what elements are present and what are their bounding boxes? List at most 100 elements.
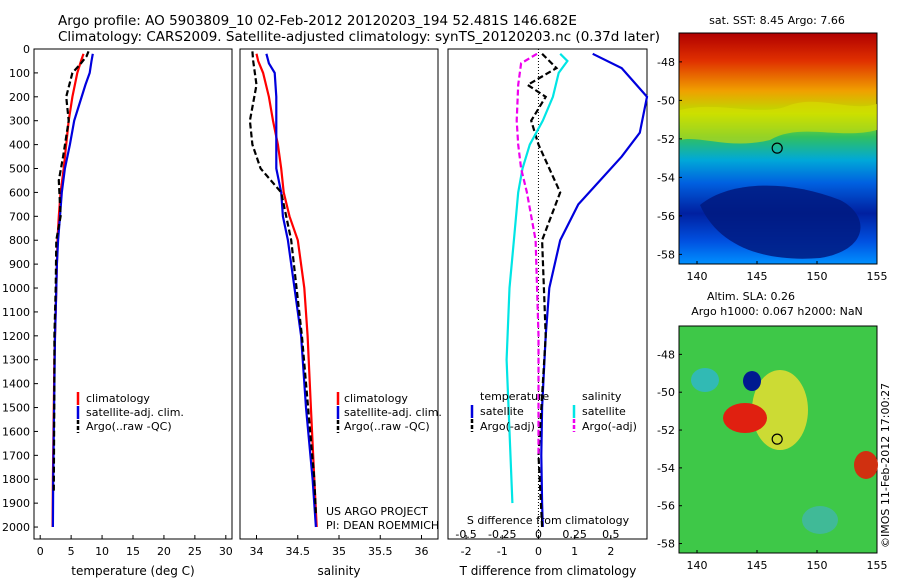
depth-tick-label: 200 [9, 91, 30, 104]
legend-label-climatology: climatology [344, 392, 408, 405]
difference-plot-frame [447, 48, 648, 540]
s-difference-label: S difference from climatology [467, 514, 630, 527]
depth-tick-label: 1200 [2, 330, 30, 343]
map-y-tick-label: -58 [657, 248, 675, 261]
header-line-1: Argo profile: AO 5903809_10 02-Feb-2012 … [58, 13, 577, 29]
x-tick-label: 35 [332, 545, 346, 558]
sla-map-ticks: 140 145 150 155 -48 -50 -52 -54 -56 -58 [657, 348, 887, 572]
depth-tick-label: 1300 [2, 354, 30, 367]
depth-tick-label: 500 [9, 163, 30, 176]
map-x-tick-label: 140 [687, 559, 708, 572]
x-tick-label: 2 [607, 545, 614, 558]
pi-annotation: PI: DEAN ROEMMICH [326, 519, 439, 532]
map-x-tick-label: 150 [807, 559, 828, 572]
x-tick-label: 36 [415, 545, 429, 558]
difference-panel: -2 -1 0 1 2 -0.5 -0.25 0 0.25 0.5 S difference fr… [447, 48, 649, 578]
legend-label-sal-satellite: satellite [582, 405, 626, 418]
sla-east-eddy [854, 451, 878, 479]
series-line-satellite-adj-clim- [265, 53, 317, 528]
series-line-argo-raw-qc- [248, 51, 317, 516]
series-line-salinity-satellite [505, 53, 569, 504]
depth-tick-label: 100 [9, 67, 30, 80]
salinity-x-ticks: 34 34.5 35 35.5 36 [250, 535, 429, 558]
depth-tick-label: 1800 [2, 473, 30, 486]
sst-map-ticks: 140 145 150 155 -48 -50 -52 -54 -56 -58 [657, 56, 887, 283]
x-tick-label: 20 [157, 545, 171, 558]
x-tick-label: 30 [219, 545, 233, 558]
legend-label-temp-argo: Argo(-adj) [480, 420, 535, 433]
s-tick-label: 0.25 [562, 528, 587, 541]
x-tick-label: 0 [37, 545, 44, 558]
map-x-tick-label: 145 [747, 559, 768, 572]
x-tick-label: 1 [571, 545, 578, 558]
series-line-argo-raw-qc- [52, 50, 90, 492]
depth-tick-label: 900 [9, 258, 30, 271]
x-tick-label: 10 [95, 545, 109, 558]
map-x-tick-label: 145 [747, 270, 768, 283]
s-tick-label: 0 [535, 528, 542, 541]
x-tick-label: 25 [188, 545, 202, 558]
depth-tick-label: 1000 [2, 282, 30, 295]
header-line-2: Climatology: CARS2009. Satellite-adjuste… [58, 29, 660, 45]
depth-tick-label: 700 [9, 210, 30, 223]
depth-tick-label: 0 [23, 43, 30, 56]
sla-cyan-patch-2 [802, 506, 838, 534]
legend-label-argo: Argo(..raw -QC) [344, 420, 430, 433]
map-x-tick-label: 155 [867, 270, 888, 283]
x-tick-label: 34 [250, 545, 264, 558]
map-y-tick-label: -56 [657, 210, 675, 223]
sst-map-panel: sat. SST: 8.45 Argo: 7.66 140 145 150 155 -4… [657, 14, 887, 283]
sst-front [680, 101, 877, 144]
project-annotation: US ARGO PROJECT [326, 505, 428, 518]
map-y-tick-label: -54 [657, 462, 675, 475]
legend-label-satellite: satellite-adj. clim. [86, 406, 184, 419]
series-line-salinity-argo-adj- [515, 52, 540, 456]
map-x-tick-label: 150 [807, 270, 828, 283]
depth-tick-label: 2000 [2, 521, 30, 534]
x-tick-label: 0 [535, 545, 542, 558]
sla-map-title-2: Argo h1000: 0.067 h2000: NaN [691, 305, 863, 318]
depth-tick-label: 800 [9, 234, 30, 247]
depth-y-ticks: 0 100 200 300 400 500 600 700 800 900 1000 1100 1200… [2, 43, 38, 534]
salinity-lines [248, 51, 318, 528]
salinity-x-label: salinity [317, 564, 360, 578]
temperature-x-label: temperature (deg C) [71, 564, 194, 578]
depth-tick-label: 1600 [2, 425, 30, 438]
series-line-temperature-satellite [540, 52, 649, 528]
depth-tick-label: 1900 [2, 497, 30, 510]
x-tick-label: -2 [461, 545, 472, 558]
map-y-tick-label: -52 [657, 424, 675, 437]
t-difference-label: T difference from climatology [459, 564, 637, 578]
map-y-tick-label: -48 [657, 348, 675, 361]
temperature-legend: climatology satellite-adj. clim. Argo(..… [76, 392, 184, 433]
sla-yellow-band [752, 370, 808, 450]
difference-x-ticks: -2 -1 0 1 2 -0.5 -0.25 0 0.25 0.5 [455, 528, 619, 558]
map-y-tick-label: -50 [657, 386, 675, 399]
map-y-tick-label: -48 [657, 56, 675, 69]
sst-argo-marker [771, 142, 783, 154]
sla-argo-marker [771, 433, 783, 445]
legend-title-temperature: temperature [480, 390, 549, 403]
salinity-panel: 34 34.5 35 35.5 36 salinity climatology sate… [239, 48, 442, 578]
map-y-tick-label: -50 [657, 94, 675, 107]
depth-tick-label: 1700 [2, 449, 30, 462]
depth-tick-label: 400 [9, 139, 30, 152]
sla-cold-eddy [743, 371, 761, 391]
map-y-tick-label: -58 [657, 538, 675, 551]
sla-warm-eddy [723, 403, 767, 433]
sla-cyan-patch [691, 368, 719, 392]
sla-map-panel: Altim. SLA: 0.26 Argo h1000: 0.067 h2000… [657, 290, 892, 572]
salinity-legend: climatology satellite-adj. clim. Argo(..… [336, 392, 442, 433]
s-tick-label: 0.5 [602, 528, 620, 541]
sla-map-title-1: Altim. SLA: 0.26 [707, 290, 795, 303]
depth-tick-label: 1400 [2, 378, 30, 391]
temperature-plot-frame [33, 48, 233, 540]
temperature-x-ticks: 0 5 10 15 20 25 30 [37, 535, 233, 558]
sst-map-title: sat. SST: 8.45 Argo: 7.66 [709, 14, 845, 27]
difference-legend: temperature satellite Argo(-adj) salinit… [470, 390, 637, 433]
s-tick-label: -0.25 [488, 528, 516, 541]
depth-tick-label: 1100 [2, 306, 30, 319]
difference-lines [505, 52, 649, 528]
legend-label-satellite: satellite-adj. clim. [344, 406, 442, 419]
